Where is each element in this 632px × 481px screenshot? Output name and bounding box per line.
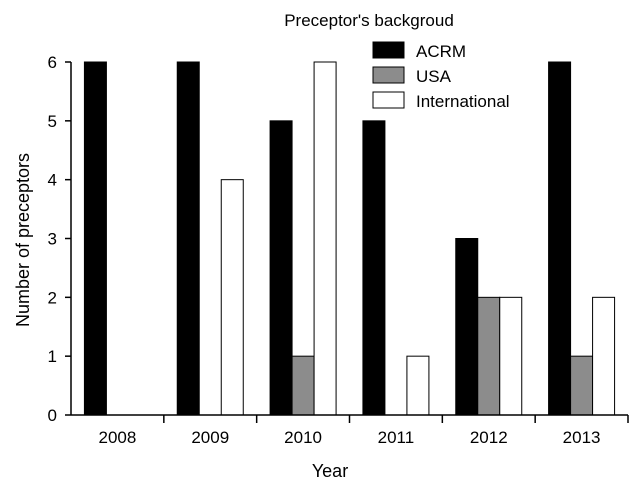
y-tick-label: 6: [48, 53, 57, 72]
bars-group: [84, 62, 614, 415]
bar-international-2009: [221, 180, 243, 415]
y-tick-label: 3: [48, 230, 57, 249]
bar-acrm-2013: [549, 62, 571, 415]
bar-usa-2013: [571, 356, 593, 415]
bar-acrm-2011: [363, 121, 385, 415]
bar-international-2012: [500, 297, 522, 415]
bar-international-2011: [407, 356, 429, 415]
x-tick-label: 2008: [99, 428, 137, 447]
bar-acrm-2010: [270, 121, 292, 415]
bar-usa-2010: [292, 356, 314, 415]
legend-label-usa: USA: [416, 67, 452, 86]
x-tick-label: 2012: [470, 428, 508, 447]
x-tick-label: 2011: [378, 428, 415, 447]
bar-usa-2012: [478, 297, 500, 415]
bar-international-2013: [593, 297, 615, 415]
chart-title: Preceptor's backgroud: [284, 11, 454, 30]
legend-label-acrm: ACRM: [416, 42, 466, 61]
legend: ACRM USA International: [373, 42, 510, 111]
legend-swatch-usa: [373, 67, 404, 83]
x-tick-label: 2010: [284, 428, 322, 447]
y-tick-label: 5: [48, 112, 57, 131]
x-tick-label: 2013: [563, 428, 601, 447]
x-axis-label: Year: [312, 461, 348, 481]
y-tick-label: 0: [48, 406, 57, 425]
bar-international-2010: [314, 62, 336, 415]
y-axis-label: Number of preceptors: [13, 153, 33, 327]
y-tick-label: 2: [48, 288, 57, 307]
legend-swatch-international: [373, 92, 404, 108]
bar-acrm-2009: [177, 62, 199, 415]
legend-swatch-acrm: [373, 42, 404, 58]
axes-group: 0 1 2 3 4 5 6 2008 2009 2010 2011 2012 2013: [48, 53, 628, 447]
x-tick-label: 2009: [191, 428, 229, 447]
y-tick-label: 4: [48, 171, 57, 190]
bar-acrm-2008: [84, 62, 106, 415]
bar-acrm-2012: [456, 239, 478, 416]
legend-label-international: International: [416, 92, 510, 111]
y-tick-label: 1: [48, 347, 57, 366]
